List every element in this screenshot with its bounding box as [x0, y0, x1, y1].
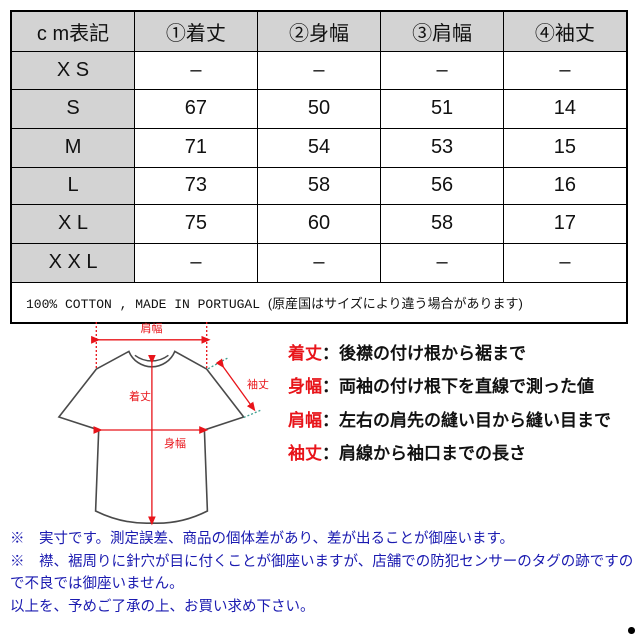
svg-text:着丈: 着丈	[129, 389, 151, 403]
svg-text:袖丈: 袖丈	[247, 377, 269, 391]
svg-text:肩幅: 肩幅	[141, 321, 163, 335]
svg-text:身幅: 身幅	[164, 436, 186, 450]
